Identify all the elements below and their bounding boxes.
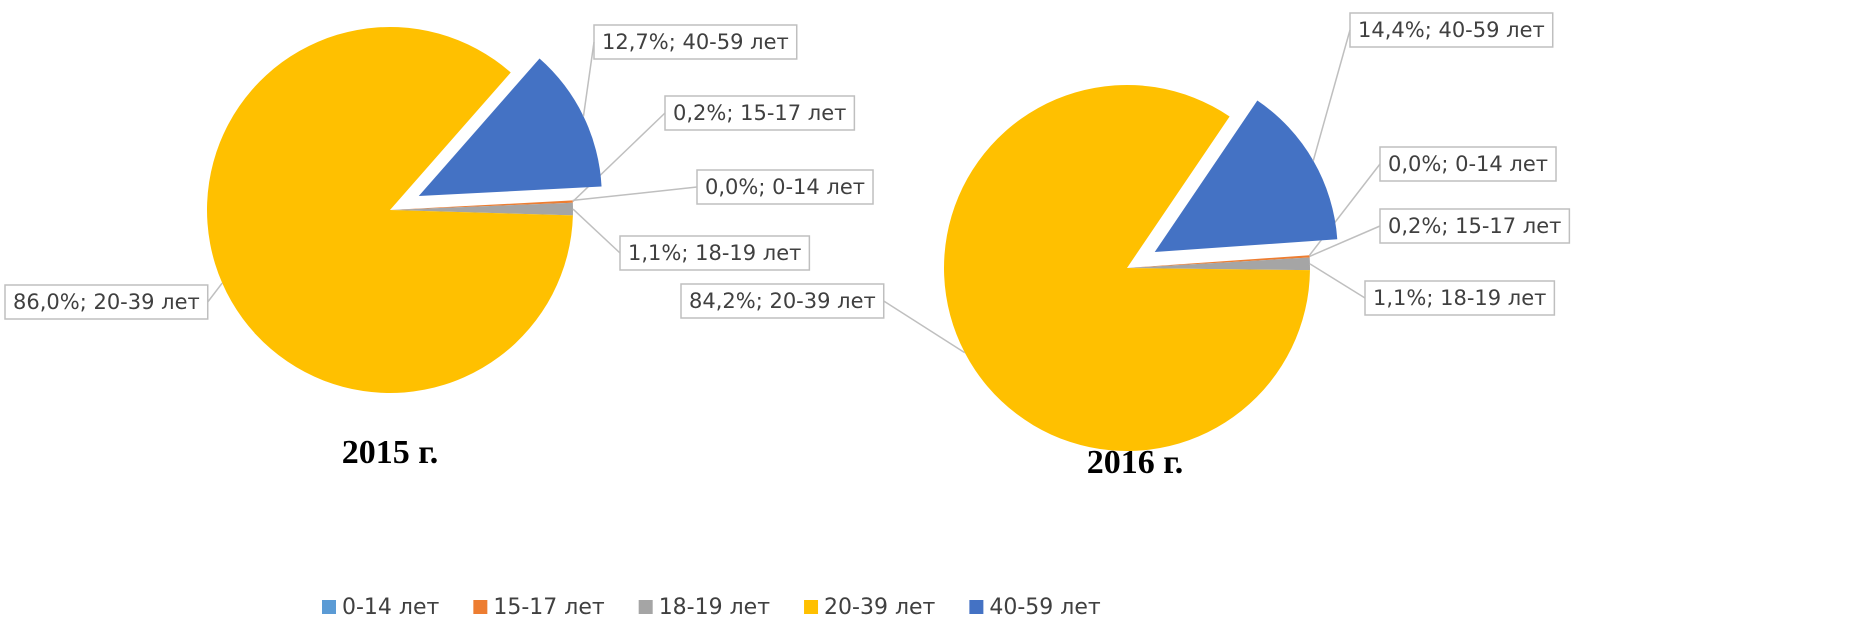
data-label: 86,0%; 20-39 лет: [13, 290, 200, 314]
data-label: 14,4%; 40-59 лет: [1358, 18, 1545, 42]
data-label: 12,7%; 40-59 лет: [602, 30, 789, 54]
leader-line: [883, 300, 966, 354]
label-box: [4, 284, 209, 320]
legend-swatch: [969, 600, 984, 614]
legend-label: 0-14 лет: [342, 595, 440, 620]
legend-swatch: [804, 600, 819, 614]
label-box: [1364, 280, 1556, 316]
data-label: 0,2%; 15-17 лет: [673, 101, 846, 125]
data-label: 0,0%; 0-14 лет: [1388, 152, 1548, 176]
leader-line: [1309, 225, 1381, 258]
pie-slice: [1127, 257, 1310, 271]
pie-slice: [390, 202, 573, 216]
leader-line: [207, 282, 223, 303]
data-label: 1,1%; 18-19 лет: [628, 241, 801, 265]
label-box: [680, 283, 885, 319]
legend-label: 18-19 лет: [659, 595, 771, 620]
legend-swatch: [322, 600, 336, 614]
label-box: [1379, 208, 1571, 244]
label-box: [1349, 12, 1554, 48]
leader-line: [1312, 29, 1351, 161]
pie-slice: [1154, 100, 1338, 253]
chart-title: 2015 г.: [342, 434, 439, 471]
leader-line: [582, 41, 595, 117]
leader-line: [572, 208, 621, 254]
data-label: 1,1%; 18-19 лет: [1373, 286, 1546, 310]
legend-swatch: [638, 600, 653, 614]
legend-swatch: [473, 600, 488, 614]
label-box: [664, 95, 856, 131]
label-box: [619, 235, 811, 271]
pie-slice: [943, 84, 1310, 451]
leader-line: [572, 186, 698, 202]
pie-slice: [418, 58, 602, 197]
data-label: 84,2%; 20-39 лет: [689, 289, 876, 313]
data-label: 0,2%; 15-17 лет: [1388, 214, 1561, 238]
pie-slice: [1127, 255, 1310, 268]
data-label: 0,0%; 0-14 лет: [705, 175, 865, 199]
pie-slice: [206, 26, 573, 394]
legend-label: 20-39 лет: [824, 595, 936, 620]
legend-label: 40-59 лет: [989, 595, 1101, 620]
chart-title: 2016 г.: [1087, 444, 1184, 481]
pie-slice: [390, 200, 573, 210]
legend-label: 15-17 лет: [493, 595, 605, 620]
leader-line: [1309, 263, 1366, 299]
